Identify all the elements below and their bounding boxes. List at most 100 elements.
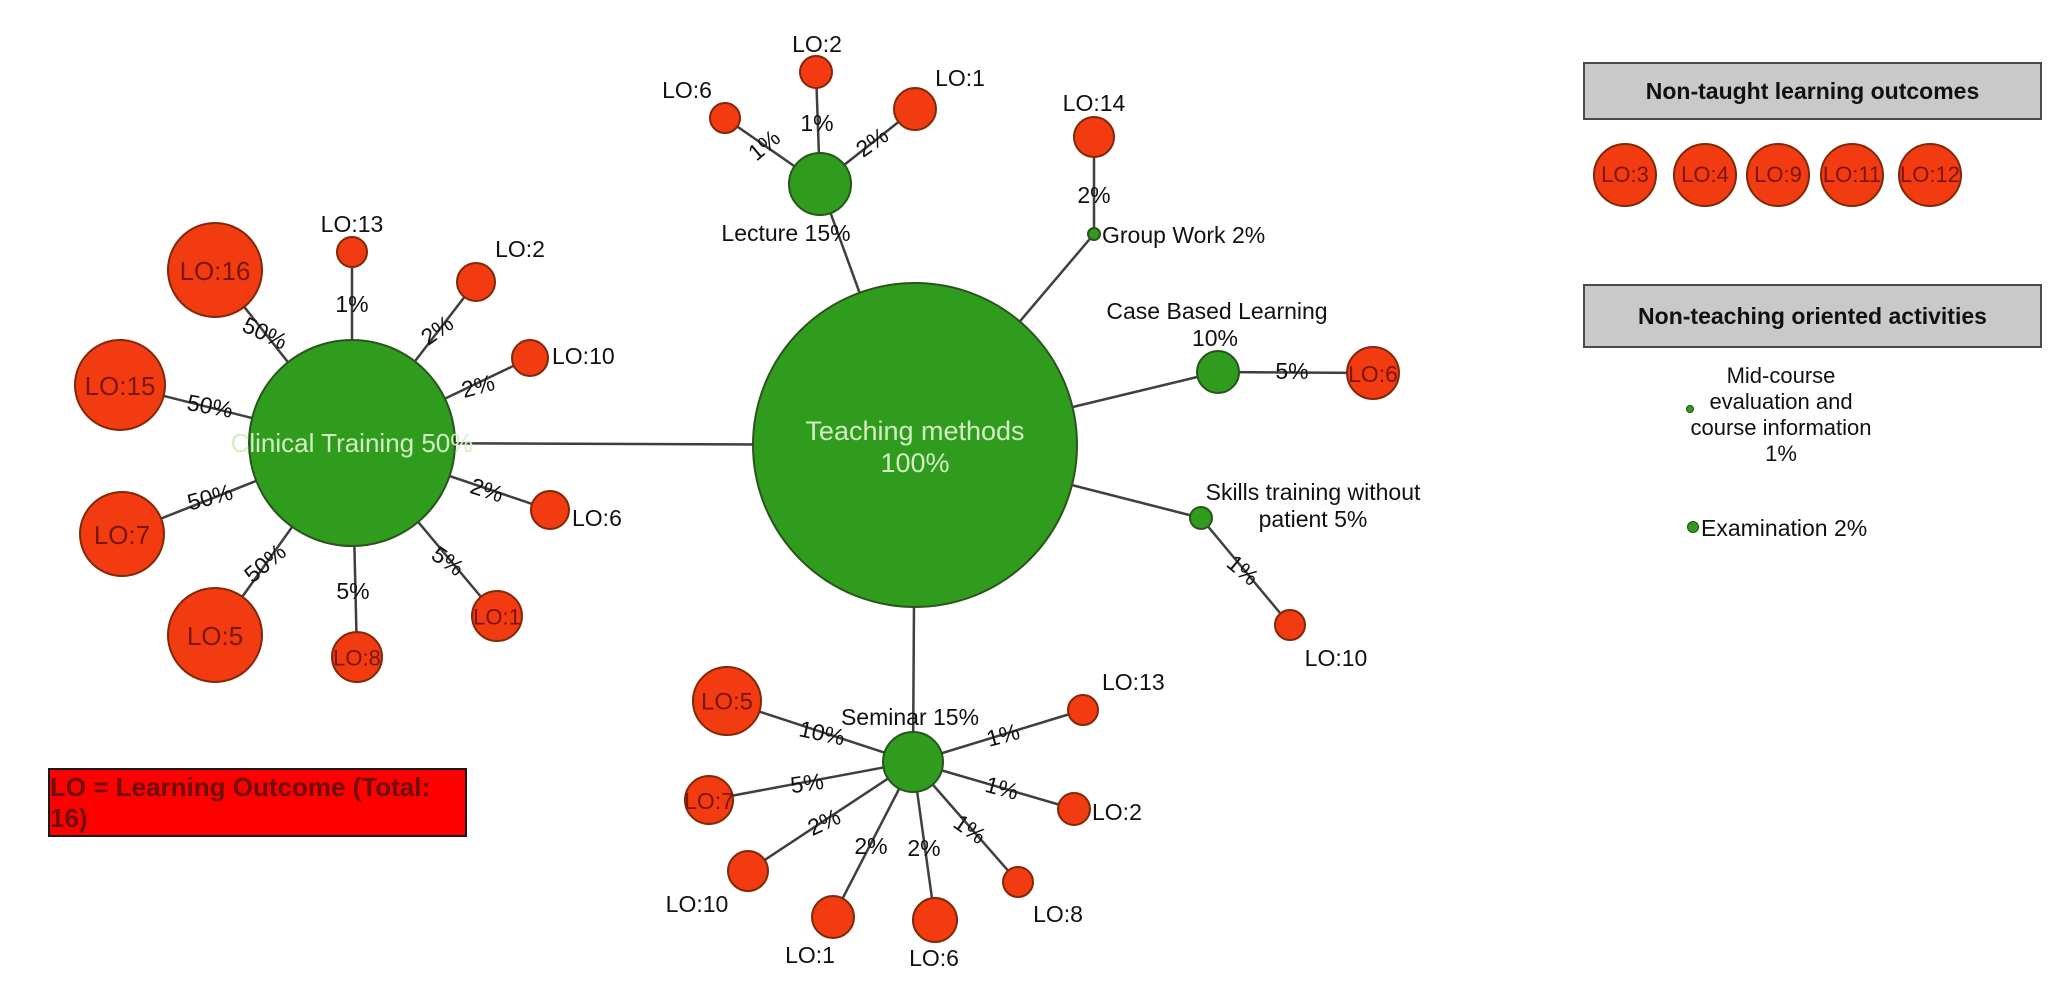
lo-chip-label: LO:9 (1754, 162, 1802, 187)
label-sem_lo2: LO:2 (1092, 799, 1142, 825)
label-cbl: Case Based Learning (1106, 298, 1327, 324)
outcome-node-sk_lo10 (1274, 609, 1306, 641)
outcome-node-ct_lo15 (74, 339, 166, 431)
outcome-node-ct_lo2 (456, 262, 496, 302)
edge-pct-cbl-cbl_lo6: 5% (1275, 358, 1308, 384)
edge-pct-ct-ct_lo8: 5% (336, 578, 369, 604)
label-groupwork: Group Work 2% (1102, 222, 1265, 248)
non-taught-lo-chip: LO:3 (1593, 143, 1657, 207)
outcome-node-ct_lo13 (336, 236, 368, 268)
edge-pct-seminar-sem_lo5: 10% (797, 715, 847, 750)
edge-pct-ct-ct_lo7: 50% (184, 478, 235, 515)
outcome-node-sem_lo6 (912, 897, 958, 943)
edge-pct-ct-ct_lo16: 50% (239, 311, 292, 354)
label-ct_lo13: LO:13 (321, 211, 384, 237)
activity-line: 1% (1765, 441, 1797, 466)
label-sem_lo13: LO:13 (1102, 669, 1165, 695)
green-dot-icon (1687, 521, 1699, 533)
label-lec_lo1: LO:1 (935, 65, 985, 91)
edge-skills-sk_lo10 (1200, 517, 1291, 626)
outcome-node-ct_lo7 (79, 491, 165, 577)
edge-pct-ct-ct_lo2: 2% (416, 310, 458, 350)
outcome-node-sem_lo10 (727, 850, 769, 892)
activity-line: evaluation and (1709, 389, 1853, 414)
edge-pct-ct-ct_lo5: 50% (239, 538, 291, 588)
outcome-node-sem_lo5 (692, 666, 762, 736)
non-teaching-activities-header: Non-teaching oriented activities (1583, 284, 2042, 348)
edge-pct-seminar-sem_lo1: 2% (854, 833, 887, 859)
label-skills: patient 5% (1259, 506, 1368, 532)
label-sem_lo8: LO:8 (1033, 901, 1083, 927)
outcome-node-sem_lo2 (1057, 792, 1091, 826)
lo-chip-label: LO:4 (1681, 162, 1729, 187)
label-sk_lo10: LO:10 (1305, 645, 1368, 671)
outcome-node-ct_lo6 (530, 490, 570, 530)
edge-pct-seminar-sem_lo7: 5% (789, 768, 826, 798)
outcome-node-sem_lo8 (1002, 866, 1034, 898)
edge-pct-lecture-lec_lo6: 1% (743, 124, 785, 165)
non-taught-outcomes-title: Non-taught learning outcomes (1645, 77, 1980, 104)
label-ct_lo5: LO:5 (187, 621, 243, 651)
edge-pct-seminar-sem_lo13: 1% (984, 718, 1023, 752)
label-sem_lo1: LO:1 (785, 942, 835, 968)
outcome-node-ct_lo8 (331, 631, 383, 683)
outcome-node-gw_lo14 (1073, 116, 1115, 158)
label-gw_lo14: LO:14 (1063, 90, 1126, 116)
outcome-node-lec_lo2 (799, 55, 833, 89)
label-ct_lo8: LO:8 (333, 646, 381, 671)
label-ct_lo16: LO:16 (180, 256, 251, 286)
outcome-node-ct_lo16 (167, 222, 263, 318)
label-ct: Clinical Training 50% (231, 428, 474, 458)
outcome-node-ct_lo5 (167, 587, 263, 683)
method-node-skills (1189, 506, 1213, 530)
edge-pct-seminar-sem_lo2: 1% (983, 771, 1022, 805)
label-tm: 100% (880, 448, 949, 478)
activity-examination: Examination 2% (1701, 515, 1867, 541)
edge-pct-ct-ct_lo10: 2% (459, 369, 498, 403)
activity-line: course information (1690, 415, 1872, 440)
method-node-ct (248, 339, 456, 547)
label-cbl: 10% (1192, 325, 1238, 351)
method-node-lecture (788, 152, 852, 216)
green-dot-icon (1686, 405, 1694, 413)
label-skills: Skills training without (1206, 479, 1421, 505)
non-taught-lo-chip: LO:11 (1820, 143, 1884, 207)
non-taught-outcomes-header: Non-taught learning outcomes (1583, 62, 2042, 120)
label-sem_lo7: LO:7 (684, 788, 734, 814)
method-node-groupwork (1087, 227, 1101, 241)
label-lecture: Lecture 15% (721, 220, 850, 246)
label-ct_lo15: LO:15 (85, 371, 156, 401)
outcome-node-lec_lo1 (893, 87, 937, 131)
activity-mid-course-evaluation: Mid-course evaluation and course informa… (1661, 363, 1901, 467)
outcome-node-sem_lo7 (684, 775, 734, 825)
label-sem_lo10: LO:10 (666, 891, 729, 917)
legend-box: LO = Learning Outcome (Total: 16) (48, 768, 467, 837)
lo-chip-label: LO:11 (1822, 162, 1882, 187)
non-taught-lo-chip: LO:9 (1746, 143, 1810, 207)
edge-pct-seminar-sem_lo10: 2% (803, 803, 844, 841)
legend-label: LO = Learning Outcome (Total: 16) (50, 771, 431, 833)
label-lec_lo6: LO:6 (662, 77, 712, 103)
edge-pct-ct-ct_lo6: 2% (467, 472, 507, 507)
lo-chip-label: LO:3 (1601, 162, 1649, 187)
non-taught-lo-chip: LO:4 (1673, 143, 1737, 207)
activity-line: Examination 2% (1701, 515, 1868, 541)
method-node-seminar (882, 731, 944, 793)
edge-seminar-sem_lo10 (747, 760, 914, 873)
edge-pct-seminar-sem_lo6: 2% (907, 835, 940, 861)
label-sem_lo6: LO:6 (909, 945, 959, 971)
method-node-tm (752, 282, 1078, 608)
label-cbl_lo6: LO:6 (1348, 361, 1398, 387)
edge-pct-ct-ct_lo13: 1% (335, 291, 368, 317)
outcome-node-sem_lo13 (1067, 694, 1099, 726)
lo-chip-label: LO:12 (1900, 162, 1960, 187)
edge-seminar-sem_lo7 (708, 760, 914, 802)
label-seminar: Seminar 15% (841, 704, 979, 730)
outcome-node-lec_lo6 (709, 102, 741, 134)
label-sem_lo5: LO:5 (701, 689, 753, 716)
label-tm: Teaching methods (805, 416, 1024, 446)
edge-pct-groupwork-gw_lo14: 2% (1077, 182, 1110, 208)
label-ct_lo7: LO:7 (94, 520, 150, 550)
